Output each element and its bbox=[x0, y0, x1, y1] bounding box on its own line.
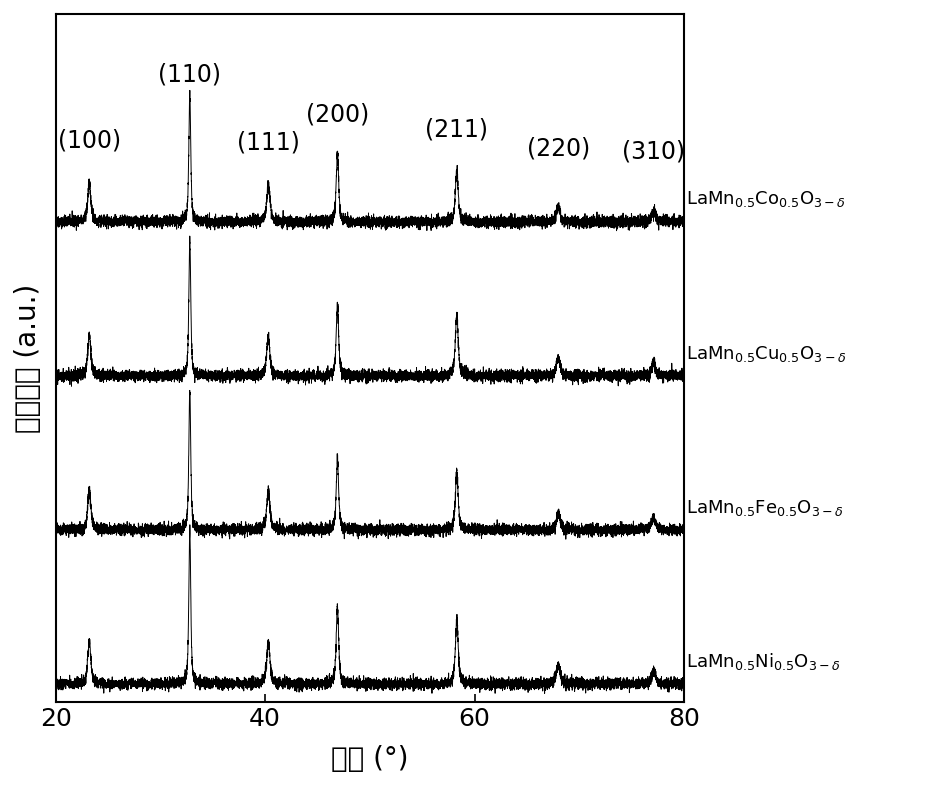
X-axis label: 角度 (°): 角度 (°) bbox=[332, 745, 408, 773]
Text: (211): (211) bbox=[426, 118, 488, 142]
Text: (220): (220) bbox=[526, 136, 590, 161]
Text: LaMn$_{0.5}$Co$_{0.5}$O$_{3-δ}$: LaMn$_{0.5}$Co$_{0.5}$O$_{3-δ}$ bbox=[686, 190, 846, 209]
Text: (110): (110) bbox=[159, 62, 221, 87]
Text: (111): (111) bbox=[237, 130, 300, 154]
Text: LaMn$_{0.5}$Fe$_{0.5}$O$_{3-δ}$: LaMn$_{0.5}$Fe$_{0.5}$O$_{3-δ}$ bbox=[686, 497, 844, 518]
Text: (100): (100) bbox=[58, 128, 121, 153]
Text: (200): (200) bbox=[306, 102, 369, 127]
Text: (310): (310) bbox=[622, 139, 685, 163]
Text: LaMn$_{0.5}$Cu$_{0.5}$O$_{3-δ}$: LaMn$_{0.5}$Cu$_{0.5}$O$_{3-δ}$ bbox=[686, 343, 846, 364]
Y-axis label: 相对强度 (a.u.): 相对强度 (a.u.) bbox=[14, 283, 42, 433]
Text: LaMn$_{0.5}$Ni$_{0.5}$O$_{3-δ}$: LaMn$_{0.5}$Ni$_{0.5}$O$_{3-δ}$ bbox=[686, 651, 841, 671]
